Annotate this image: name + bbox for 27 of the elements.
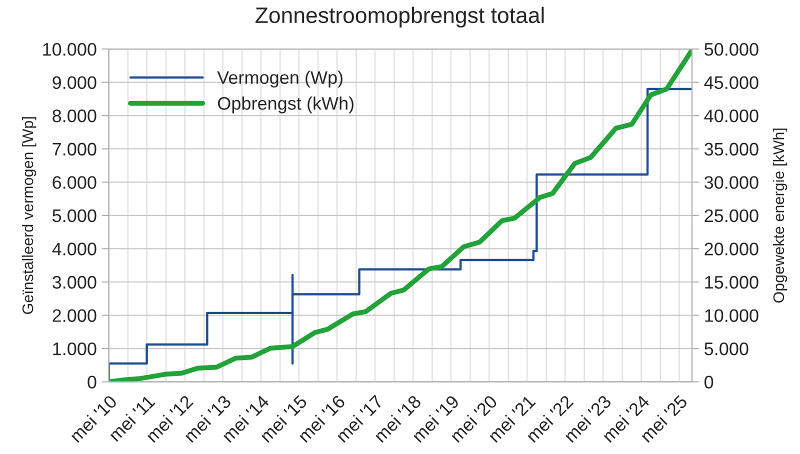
y-tick-label: 5.000 [52, 209, 96, 222]
y-tick-label: 9.000 [52, 76, 96, 90]
y2-tick-label: 15.000 [705, 276, 758, 289]
y-tick-label: 2.000 [52, 309, 96, 322]
y2-tick-label: 0 [704, 376, 714, 389]
y2-tick-label: 50.000 [704, 42, 758, 56]
legend-label: Vermogen (Wp) [217, 70, 342, 88]
y-tick-label: 7.000 [52, 142, 96, 156]
y2-tick-label: 20.000 [704, 242, 758, 256]
y-tick-label: 1.000 [53, 342, 96, 356]
y-tick-label: 6.000 [52, 176, 96, 189]
y2-tick-label: 25.000 [704, 209, 758, 222]
y2-tick-label: 40.000 [704, 110, 758, 122]
y2-axis-title: Opgewekte energie [kWh] [772, 128, 788, 303]
y2-tick-label: 30.000 [704, 176, 758, 189]
y2-tick-label: 35.000 [704, 142, 758, 156]
y-axis-title: Geïnstalleerd vermogen [Wp] [22, 117, 36, 314]
y2-tick-label: 10.000 [705, 309, 758, 322]
y-tick-label: 10.000 [43, 42, 96, 56]
y-tick-label: 0 [88, 376, 96, 389]
y2-tick-label: 5.000 [704, 342, 748, 356]
legend-label: Opbrengst (kWh) [218, 96, 354, 114]
chart-title: Zonnestroomopbrengst totaal [256, 6, 544, 28]
y-tick-label: 3.000 [52, 276, 96, 289]
y-tick-label: 4.000 [52, 242, 96, 256]
y-tick-label: 8.000 [52, 110, 96, 122]
y2-tick-label: 45.000 [704, 76, 758, 90]
